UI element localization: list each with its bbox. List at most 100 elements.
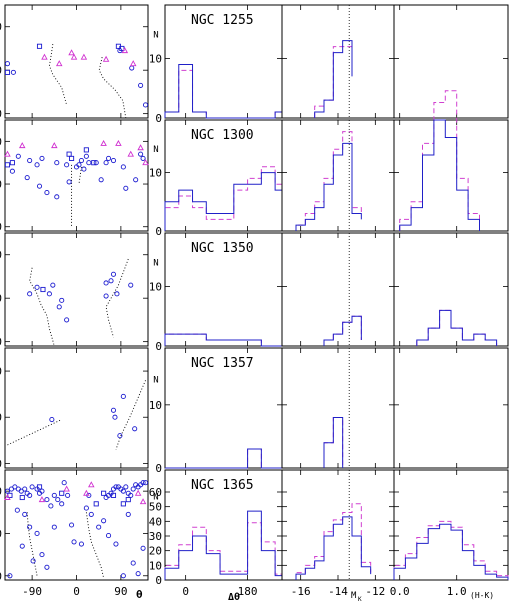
scatter-point-circle	[64, 317, 70, 323]
dtheta-x-tick-label: 180	[238, 585, 258, 598]
spiral-arm-curve	[26, 512, 38, 576]
hk-panel-frame	[393, 4, 509, 119]
scatter-point-circle	[112, 414, 118, 420]
scatter-point-circle	[78, 158, 84, 164]
scatter-point-circle	[140, 545, 146, 551]
scatter-point-circle	[125, 511, 131, 517]
hk-histogram-solid	[393, 523, 509, 580]
histogram-y-axis-label: N	[153, 492, 158, 502]
scatter-point-circle	[142, 480, 149, 486]
panel-row: 3.04.05.0ln(r)-900900180-16-14-120.01.00…	[0, 469, 509, 598]
histogram-y-tick-label: 0	[155, 574, 162, 587]
mk-histogram-solid	[295, 516, 372, 580]
scatter-point-circle	[106, 533, 112, 539]
scatter-y-tick-label: 4.0	[0, 178, 2, 191]
scatter-point-circle	[34, 530, 40, 537]
scatter-point-circle	[103, 160, 109, 166]
scatter-point-circle	[138, 151, 144, 157]
scatter-point-triangle	[63, 485, 70, 492]
scatter-point-circle	[78, 541, 84, 547]
scatter-point-square	[93, 501, 99, 507]
scatter-point-circle	[140, 155, 146, 161]
dtheta-histogram-dashed	[164, 69, 283, 119]
scatter-point-square	[9, 160, 15, 166]
scatter-point-square	[101, 490, 107, 496]
scatter-y-tick-label: 5.0	[0, 249, 2, 262]
scatter-panel-frame	[4, 347, 149, 469]
scatter-point-square	[125, 497, 131, 503]
galaxy-name: NGC 1357	[191, 356, 254, 371]
scatter-point-circle	[44, 497, 50, 503]
scatter-point-circle	[83, 505, 89, 511]
galaxy-name: NGC 1300	[191, 128, 254, 143]
scatter-point-triangle	[115, 139, 122, 146]
scatter-point-triangle	[102, 55, 110, 62]
mk-panel-frame	[281, 4, 395, 119]
hk-histogram-dashed	[393, 520, 509, 580]
scatter-panel-frame	[4, 4, 149, 119]
scatter-point-square	[36, 484, 43, 490]
scatter-point-circle	[64, 162, 70, 168]
scatter-point-square	[59, 490, 65, 496]
histogram-y-tick-label: 0	[155, 112, 162, 125]
mk-panel-frame	[281, 469, 395, 581]
scatter-point-circle	[51, 492, 57, 498]
spiral-arm-curve	[105, 258, 129, 338]
scatter-y-tick-label: 3.0	[0, 108, 2, 121]
scatter-point-triangle	[142, 159, 149, 166]
scatter-point-circle	[123, 484, 129, 490]
histogram-y-tick-label: 0	[155, 340, 162, 353]
scatter-point-triangle	[80, 53, 88, 60]
scatter-point-circle	[101, 518, 107, 524]
scatter-y-tick-label: 3.0	[0, 570, 2, 583]
scatter-point-circle	[55, 497, 61, 503]
scatter-point-square	[69, 155, 75, 161]
hk-panel-frame	[393, 469, 509, 581]
histogram-y-tick-label: 50	[149, 501, 162, 514]
spiral-arm-curve	[7, 419, 62, 446]
scatter-point-triangle	[68, 49, 75, 56]
scatter-point-circle	[24, 175, 30, 181]
scatter-point-square	[120, 501, 126, 507]
scatter-point-circle	[128, 282, 134, 288]
scatter-point-circle	[51, 524, 57, 530]
spiral-arm-curve	[85, 512, 105, 578]
scatter-point-square	[4, 69, 11, 75]
scatter-point-circle	[54, 160, 60, 166]
scatter-point-triangle	[51, 142, 58, 149]
mk-histogram-solid	[323, 315, 362, 346]
hk-histogram-solid	[399, 119, 480, 231]
scatter-point-circle	[69, 522, 75, 528]
scatter-point-circle	[59, 501, 65, 507]
scatter-point-circle	[123, 185, 129, 191]
scatter-y-tick-label: 4.0	[0, 292, 2, 305]
scatter-point-square	[83, 147, 89, 153]
scatter-point-circle	[132, 426, 138, 432]
scatter-point-circle	[138, 82, 144, 88]
scatter-point-triangle	[55, 60, 63, 67]
scatter-point-circle	[120, 164, 126, 170]
scatter-y-tick-label: 3.0	[0, 457, 2, 470]
scatter-point-circle	[46, 291, 52, 297]
scatter-point-square	[4, 162, 11, 168]
scatter-point-circle	[15, 486, 21, 492]
dtheta-histogram-dashed	[164, 522, 283, 580]
scatter-point-circle	[130, 486, 136, 492]
scatter-point-circle	[120, 488, 126, 494]
histogram-y-tick-label: 10	[149, 399, 162, 412]
scatter-point-circle	[14, 507, 20, 513]
scatter-point-circle	[27, 492, 33, 498]
scatter-point-square	[91, 160, 97, 166]
scatter-point-circle	[59, 297, 65, 303]
histogram-y-tick-label: 20	[149, 545, 162, 558]
hk-panel-frame	[393, 119, 509, 232]
scatter-point-circle	[27, 291, 33, 297]
scatter-point-circle	[44, 564, 50, 570]
scatter-point-circle	[130, 560, 136, 566]
hk-panel-frame	[393, 347, 509, 469]
